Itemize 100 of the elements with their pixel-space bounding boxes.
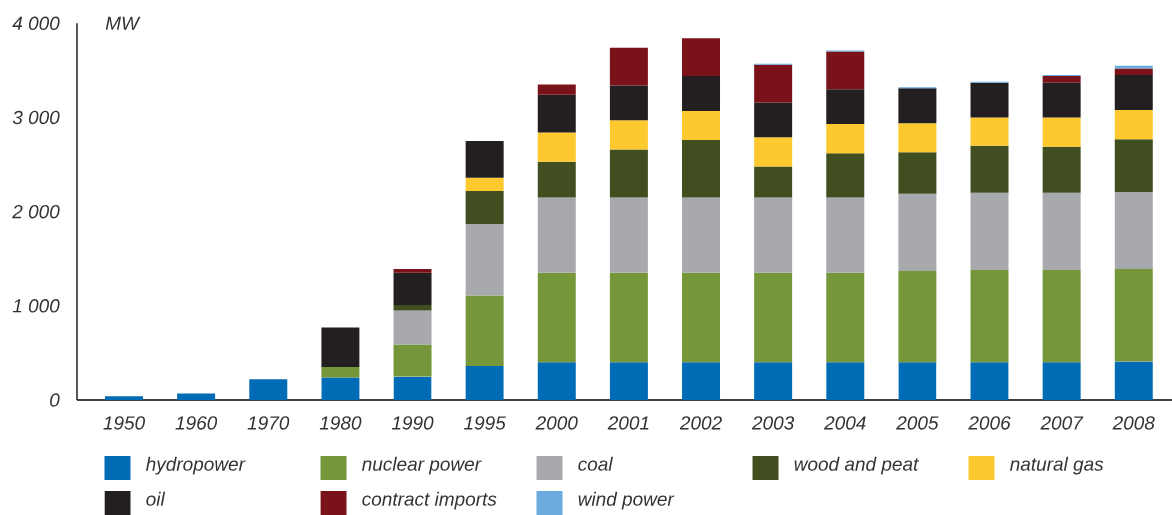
bar bbox=[465, 295, 504, 367]
x-tick-label: 2006 bbox=[968, 416, 1011, 430]
legend-label: wind power bbox=[578, 491, 675, 510]
bar bbox=[609, 85, 648, 121]
y-tick-label: 1 000 bbox=[12, 299, 60, 313]
bar bbox=[537, 84, 576, 95]
bar bbox=[393, 269, 432, 273]
x-tick-label: 2007 bbox=[1040, 416, 1084, 430]
y-tick-label: 0 bbox=[50, 393, 60, 407]
bar bbox=[754, 166, 793, 198]
bar bbox=[682, 197, 721, 273]
legend-label: contract imports bbox=[362, 491, 497, 510]
bar bbox=[105, 396, 144, 400]
bar bbox=[1042, 192, 1081, 271]
bar bbox=[1114, 191, 1153, 270]
y-tick-label: 3 000 bbox=[12, 110, 60, 125]
bar bbox=[826, 124, 865, 154]
bar bbox=[1114, 75, 1153, 110]
bar bbox=[826, 272, 865, 363]
bar bbox=[1042, 270, 1081, 363]
bar bbox=[1042, 362, 1081, 400]
bar bbox=[1114, 361, 1153, 400]
y-tick-label: 2 000 bbox=[12, 204, 60, 219]
bar bbox=[393, 304, 432, 311]
bar bbox=[754, 64, 793, 103]
bar bbox=[898, 152, 937, 194]
bar bbox=[1042, 82, 1081, 118]
bar bbox=[393, 376, 432, 400]
bar bbox=[970, 117, 1009, 146]
bar bbox=[754, 272, 793, 363]
bar bbox=[465, 223, 504, 296]
x-tick-label: 2004 bbox=[824, 416, 866, 430]
bar bbox=[537, 197, 576, 273]
bar bbox=[1114, 68, 1153, 76]
x-tick-label: 2001 bbox=[607, 416, 649, 430]
bar bbox=[682, 76, 721, 111]
bar bbox=[465, 177, 504, 191]
bar bbox=[537, 272, 576, 363]
bar bbox=[754, 362, 793, 400]
bar bbox=[609, 362, 648, 400]
bar bbox=[898, 193, 937, 271]
bar bbox=[465, 366, 504, 400]
x-tick-label: 2005 bbox=[896, 416, 939, 430]
bar bbox=[609, 120, 648, 150]
bar bbox=[970, 82, 1009, 118]
bar bbox=[1042, 146, 1081, 193]
x-tick-label: 2002 bbox=[679, 416, 722, 430]
bar bbox=[321, 367, 360, 378]
bar bbox=[609, 272, 648, 363]
bar bbox=[249, 379, 288, 400]
bar bbox=[826, 51, 865, 90]
bar bbox=[754, 197, 793, 273]
bar bbox=[970, 270, 1009, 363]
bar bbox=[682, 362, 721, 400]
legend-label: oil bbox=[146, 491, 166, 506]
bar bbox=[970, 192, 1009, 271]
x-tick-label: 1960 bbox=[175, 416, 218, 430]
legend-label: wood and peat bbox=[794, 456, 919, 475]
x-tick-label: 1950 bbox=[103, 416, 145, 430]
x-tick-label: 2003 bbox=[751, 416, 795, 430]
bar bbox=[826, 197, 865, 273]
bar bbox=[826, 153, 865, 198]
bar bbox=[1114, 269, 1153, 362]
bar bbox=[1042, 117, 1081, 147]
bar bbox=[754, 137, 793, 167]
bar bbox=[1114, 65, 1153, 69]
y-axis-title: MW bbox=[105, 16, 141, 30]
legend-label: hydropower bbox=[146, 456, 246, 475]
bar bbox=[609, 197, 648, 273]
bar bbox=[393, 272, 432, 305]
bar bbox=[1114, 139, 1153, 192]
bar bbox=[1114, 109, 1153, 140]
bar bbox=[898, 88, 937, 124]
legend-label: nuclear power bbox=[362, 456, 482, 475]
bar bbox=[609, 47, 648, 86]
bar bbox=[970, 145, 1009, 193]
x-tick-label: 1995 bbox=[464, 416, 506, 430]
bar bbox=[682, 110, 721, 141]
legend-label: natural gas bbox=[1010, 456, 1104, 475]
bar bbox=[682, 38, 721, 77]
bar bbox=[537, 161, 576, 198]
bar bbox=[682, 140, 721, 198]
x-tick-label: 1970 bbox=[247, 416, 290, 430]
bar bbox=[393, 344, 432, 377]
bar bbox=[537, 132, 576, 162]
bar bbox=[393, 310, 432, 345]
bar bbox=[898, 362, 937, 400]
bar bbox=[321, 377, 360, 400]
bar bbox=[465, 190, 504, 224]
y-tick-label: 4 000 bbox=[12, 16, 60, 31]
bar bbox=[682, 272, 721, 363]
x-tick-label: 2008 bbox=[1112, 416, 1155, 430]
bar bbox=[754, 102, 793, 138]
bar bbox=[898, 123, 937, 153]
bar bbox=[826, 89, 865, 125]
bar bbox=[898, 270, 937, 363]
bar bbox=[609, 149, 648, 198]
x-tick-label: 2000 bbox=[535, 416, 578, 430]
bar bbox=[826, 362, 865, 400]
bar bbox=[970, 362, 1009, 400]
